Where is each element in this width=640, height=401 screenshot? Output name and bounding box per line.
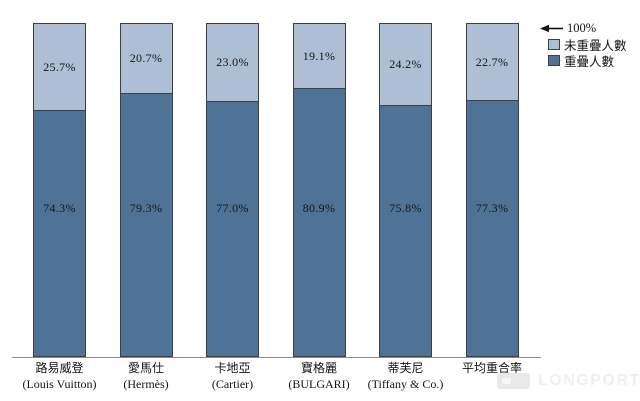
bar-4: 19.1% 80.9% (292, 23, 346, 357)
category-label-3: 卡地亞 (Cartier) (168, 361, 298, 392)
longport-logo-icon (497, 373, 530, 389)
legend-label-non-overlap: 未重疊人數 (564, 39, 627, 53)
bar-segment-non-overlap: 19.1% (293, 24, 345, 88)
value-label-non-overlap: 19.1% (302, 48, 336, 63)
bar-segment-overlap (380, 105, 431, 356)
category-label-en: (BULGARI) (288, 376, 350, 391)
category-label-zh: 愛馬仕 (127, 361, 164, 375)
category-label-5: 蒂芙尼 (Tiffany & Co.) (341, 361, 471, 392)
bar-segment-non-overlap: 22.7% (466, 24, 518, 100)
bar-segment-overlap (34, 110, 85, 356)
x-axis-line (12, 357, 541, 358)
legend-item-overlap: 重疊人數 (540, 53, 627, 69)
bar-6: 22.7% 77.3% (465, 23, 519, 357)
bar-segment-non-overlap: 20.7% (120, 24, 172, 93)
value-label-overlap: 75.8% (389, 201, 422, 215)
value-label-non-overlap: 20.7% (129, 51, 163, 65)
category-label-4: 寶格麗 (BULGARI) (254, 361, 384, 392)
category-label-en: (Tiffany & Co.) (367, 376, 444, 391)
legend-label-overlap: 重疊人數 (564, 55, 615, 69)
value-label-non-overlap: 23.0% (216, 55, 249, 69)
value-label-overlap: 77.0% (216, 201, 249, 215)
legend-swatch-non-overlap (548, 39, 560, 50)
legend-swatch-overlap (548, 55, 560, 66)
bar-segment-overlap (120, 93, 172, 356)
category-label-zh: 寶格麗 (300, 361, 337, 375)
bar-2: 20.7% 79.3% (119, 23, 173, 357)
bar-segment-overlap (207, 101, 258, 356)
legend-max-label: 100% (567, 21, 597, 35)
bar-segment-non-overlap: 24.2% (380, 24, 431, 105)
category-label-en: (Cartier) (211, 376, 254, 391)
legend-item-non-overlap: 未重疊人數 (540, 37, 627, 53)
legend-max-row: 100% (540, 21, 627, 36)
bar-segment-overlap (466, 100, 518, 356)
value-label-overlap: 80.9% (302, 201, 336, 215)
category-label-2: 愛馬仕 (Hermès) (81, 361, 211, 392)
bar-5: 24.2% 75.8% (379, 23, 432, 357)
category-label-en: (Louis Vuitton) (22, 376, 97, 391)
value-label-non-overlap: 22.7% (475, 54, 509, 69)
category-label-zh: 路易威登 (35, 361, 84, 375)
longport-watermark-text: LONGPORT (538, 372, 640, 389)
value-label-overlap: 74.3% (43, 201, 76, 215)
category-label-zh: 蒂芙尼 (387, 361, 424, 375)
category-label-zh: 平均重合率 (461, 361, 522, 375)
value-label-non-overlap: 24.2% (389, 57, 422, 71)
longport-watermark: LONGPORT (497, 372, 640, 390)
bar-segment-non-overlap: 23.0% (207, 24, 258, 101)
bar-1: 25.7% 74.3% (33, 23, 86, 357)
category-label-6: 平均重合率 (427, 361, 557, 377)
bar-segment-non-overlap: 25.7% (34, 24, 85, 110)
left-arrow-icon (540, 24, 563, 33)
category-label-zh: 卡地亞 (214, 361, 251, 375)
category-label-1: 路易威登 (Louis Vuitton) (0, 361, 125, 392)
value-label-non-overlap: 25.7% (43, 59, 76, 74)
value-label-overlap: 79.3% (129, 201, 163, 215)
legend: 100% 未重疊人數 重疊人數 (540, 21, 627, 69)
category-label-en: (Hermès) (123, 376, 169, 391)
value-label-overlap: 77.3% (475, 201, 509, 215)
bar-segment-overlap (293, 88, 345, 356)
bar-3: 23.0% 77.0% (206, 23, 259, 357)
